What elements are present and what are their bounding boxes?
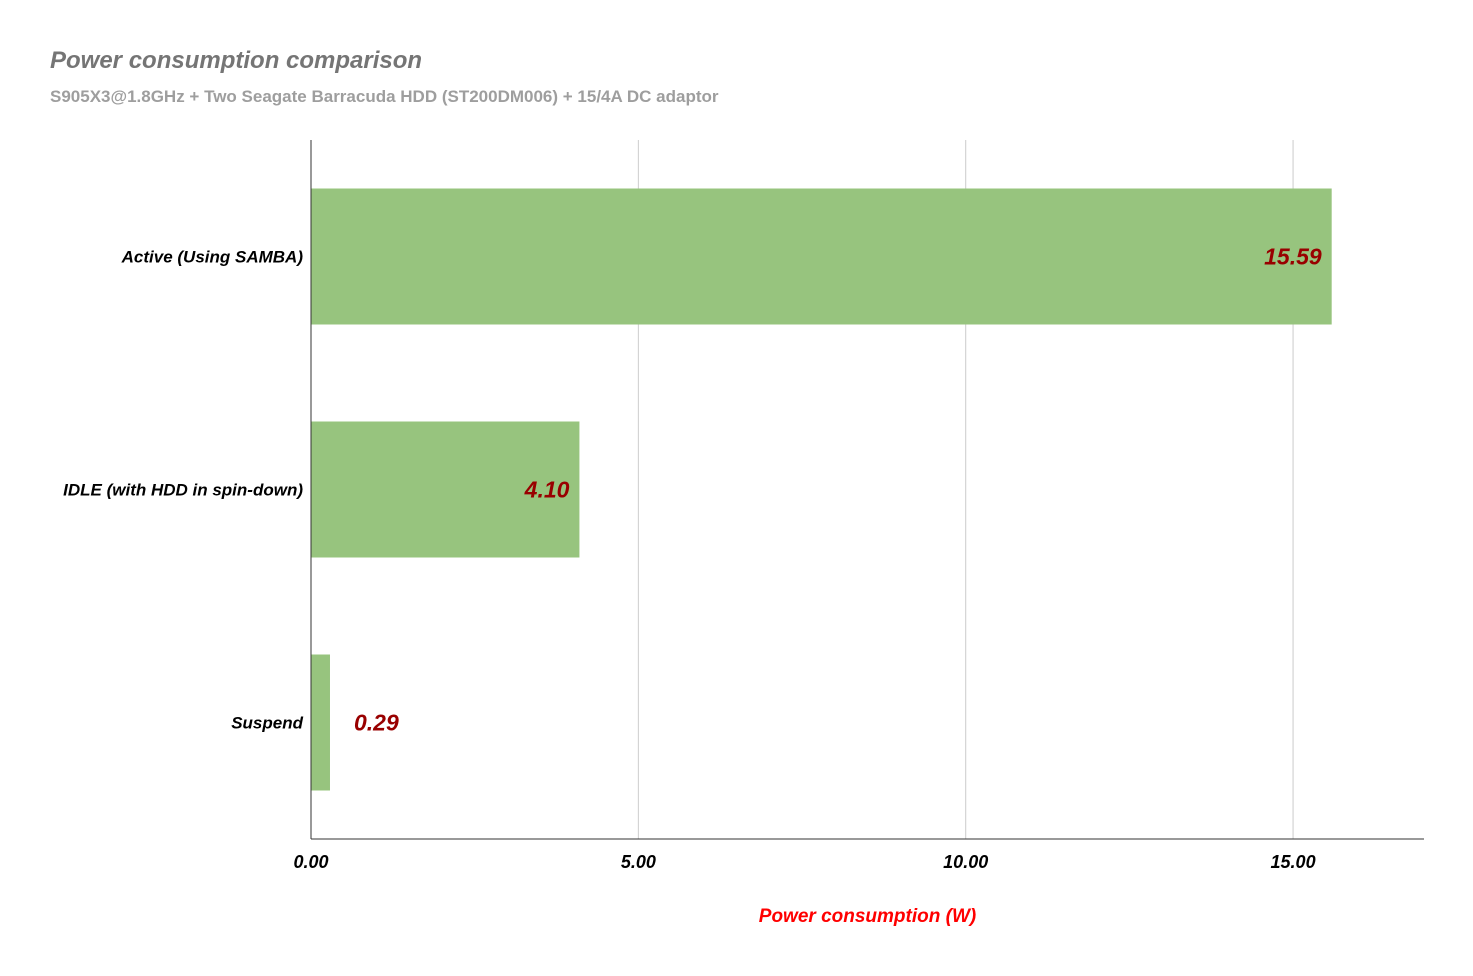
x-axis-title: Power consumption (W) bbox=[759, 906, 976, 927]
bar bbox=[311, 654, 330, 791]
data-label: 4.10 bbox=[524, 477, 570, 503]
x-tick-label: 10.00 bbox=[943, 852, 988, 872]
x-tick-label: 0.00 bbox=[293, 852, 328, 872]
category-label: Suspend bbox=[231, 714, 303, 733]
chart-subtitle: S905X3@1.8GHz + Two Seagate Barracuda HD… bbox=[50, 87, 719, 106]
category-label: Active (Using SAMBA) bbox=[121, 248, 304, 267]
bar bbox=[311, 421, 580, 558]
data-label: 0.29 bbox=[354, 710, 399, 736]
x-tick-label: 5.00 bbox=[621, 852, 656, 872]
bar bbox=[311, 188, 1332, 325]
data-label: 15.59 bbox=[1264, 244, 1322, 270]
x-tick-label: 15.00 bbox=[1271, 852, 1316, 872]
category-label: IDLE (with HDD in spin-down) bbox=[63, 481, 303, 500]
chart-title: Power consumption comparison bbox=[50, 47, 423, 74]
